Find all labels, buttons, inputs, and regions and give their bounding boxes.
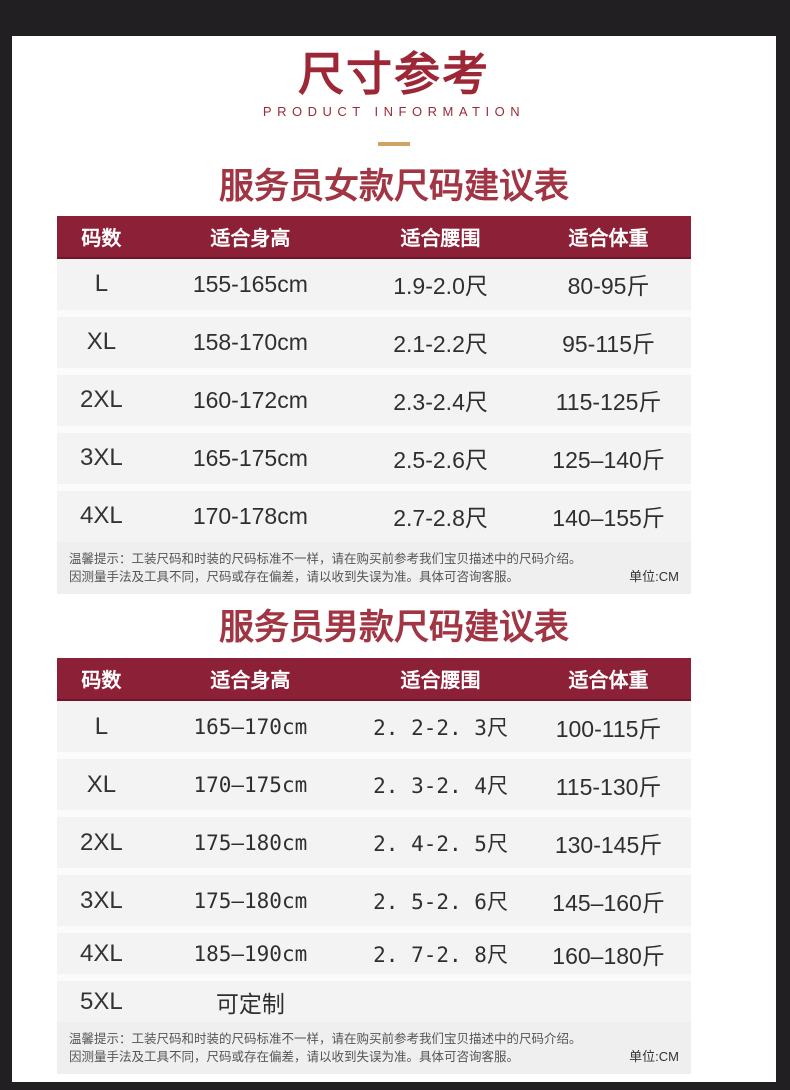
table-row: L 155-165cm 1.9-2.0尺 80-95斤 — [57, 259, 691, 317]
note-line-1: 温馨提示：工装尺码和时装的尺码标准不一样，请在购买前参考我们宝贝描述中的尺码介绍… — [69, 551, 582, 566]
women-table-body: L 155-165cm 1.9-2.0尺 80-95斤 XL 158-170cm… — [57, 258, 691, 542]
women-table-heading: 服务员女款尺码建议表 — [218, 167, 569, 206]
cell-size: XL — [86, 770, 117, 798]
cell-weight: 115-130斤 — [555, 773, 662, 800]
cell-weight: 115-125斤 — [555, 389, 662, 415]
column-header-height: 适合身高 — [210, 227, 291, 250]
cell-waist: 2. 7-2. 8尺 — [373, 942, 508, 967]
cell-weight: 80-95斤 — [567, 273, 650, 299]
cell-height: 可定制 — [215, 990, 285, 1017]
cell-weight: 140–155斤 — [552, 505, 665, 531]
cell-size: 3XL — [80, 444, 123, 471]
cell-weight: 130-145斤 — [554, 831, 663, 858]
men-table-heading: 服务员男款尺码建议表 — [218, 607, 569, 647]
table-row: 4XL 170-178cm 2.7-2.8尺 140–155斤 — [57, 491, 691, 542]
table-row: 2XL 160-172cm 2.3-2.4尺 115-125斤 — [57, 375, 691, 433]
cell-weight: 160–180斤 — [552, 942, 665, 969]
men-table-body: L 165–170cm 2. 2-2. 3尺 100-115斤 XL 170–1… — [57, 701, 691, 1022]
men-size-table: 码数 适合身高 适合腰围 适合体重 L 165–170cm 2. 2-2. 3尺… — [57, 658, 691, 1074]
cell-height: 170-178cm — [192, 502, 308, 529]
column-header-waist: 适合腰围 — [400, 670, 481, 692]
cell-size: L — [94, 712, 109, 740]
note-line-2: 因测量手法及工具不同，尺码或存在偏差，请以收到失误为准。具体可咨询客服。 — [69, 1050, 520, 1064]
table-row: 4XL 185–190cm 2. 7-2. 8尺 160–180斤 — [57, 933, 691, 981]
table-row: XL 170–175cm 2. 3-2. 4尺 115-130斤 — [57, 759, 691, 817]
cell-height: 170–175cm — [193, 772, 308, 797]
women-table-header-row: 码数 适合身高 适合腰围 适合体重 — [57, 215, 691, 259]
cell-waist: 2. 3-2. 4尺 — [373, 773, 508, 798]
cell-size: 5XL — [80, 987, 123, 1015]
cell-waist: 2. 2-2. 3尺 — [373, 715, 508, 740]
cell-waist: 1.9-2.0尺 — [393, 273, 488, 299]
cell-waist: 2. 5-2. 6尺 — [373, 889, 508, 914]
page-subtitle: PRODUCT INFORMATION — [262, 104, 526, 119]
cell-size: 4XL — [80, 939, 123, 967]
cell-height: 165-175cm — [192, 444, 308, 471]
unit-label: 单位:CM — [629, 1049, 679, 1064]
cell-waist: 2.7-2.8尺 — [393, 505, 488, 531]
cell-weight: 95-115斤 — [562, 331, 656, 357]
table-row: 3XL 165-175cm 2.5-2.6尺 125–140斤 — [57, 433, 691, 491]
table-row: 5XL 可定制 — [57, 981, 691, 1022]
cell-height: 160-172cm — [192, 386, 308, 413]
cell-waist: 2.1-2.2尺 — [393, 331, 488, 357]
table-row: L 165–170cm 2. 2-2. 3尺 100-115斤 — [57, 701, 691, 759]
column-header-weight: 适合体重 — [568, 670, 649, 692]
cell-size: 4XL — [80, 502, 123, 529]
column-header-height: 适合身高 — [210, 670, 291, 692]
cell-size: L — [94, 270, 109, 297]
cell-height: 185–190cm — [193, 941, 308, 966]
cell-waist: 2. 4-2. 5尺 — [373, 831, 508, 856]
column-header-waist: 适合腰围 — [400, 227, 481, 250]
cell-waist: 2.3-2.4尺 — [393, 389, 488, 415]
men-table-header-row: 码数 适合身高 适合腰围 适合体重 — [57, 658, 691, 701]
table-row: XL 158-170cm 2.1-2.2尺 95-115斤 — [57, 317, 691, 375]
table-row: 3XL 175–180cm 2. 5-2. 6尺 145–160斤 — [57, 875, 691, 933]
cell-height: 175–180cm — [193, 888, 308, 913]
cell-height: 165–170cm — [193, 714, 308, 739]
gold-divider — [378, 142, 410, 146]
table-row: 2XL 175–180cm 2. 4-2. 5尺 130-145斤 — [57, 817, 691, 875]
cell-size: XL — [86, 328, 117, 355]
cell-height: 155-165cm — [192, 270, 308, 297]
column-header-size: 码数 — [81, 670, 122, 692]
page-title: 尺寸参考 — [298, 49, 490, 100]
cell-weight: 125–140斤 — [552, 447, 665, 473]
page-header: 尺寸参考 PRODUCT INFORMATION — [12, 36, 776, 146]
cell-weight: 100-115斤 — [555, 715, 662, 742]
note-line-2: 因测量手法及工具不同，尺码或存在偏差，请以收到失误为准。具体可咨询客服。 — [69, 569, 520, 584]
column-header-weight: 适合体重 — [568, 227, 649, 250]
cell-height: 175–180cm — [193, 830, 308, 855]
women-size-table: 码数 适合身高 适合腰围 适合体重 L 155-165cm 1.9-2.0尺 8… — [57, 215, 691, 594]
cell-size: 3XL — [80, 886, 123, 914]
note-line-1: 温馨提示：工装尺码和时装的尺码标准不一样，请在购买前参考我们宝贝描述中的尺码介绍… — [69, 1032, 582, 1046]
cell-height: 158-170cm — [192, 328, 308, 355]
men-table-note: 温馨提示：工装尺码和时装的尺码标准不一样，请在购买前参考我们宝贝描述中的尺码介绍… — [57, 1022, 691, 1074]
cell-size: 2XL — [80, 386, 123, 413]
cell-waist: 2.5-2.6尺 — [393, 447, 488, 473]
women-table-note: 温馨提示：工装尺码和时装的尺码标准不一样，请在购买前参考我们宝贝描述中的尺码介绍… — [57, 541, 691, 594]
cell-size: 2XL — [80, 828, 123, 856]
unit-label: 单位:CM — [629, 568, 679, 584]
column-header-size: 码数 — [81, 227, 122, 250]
cell-weight: 145–160斤 — [552, 889, 665, 916]
